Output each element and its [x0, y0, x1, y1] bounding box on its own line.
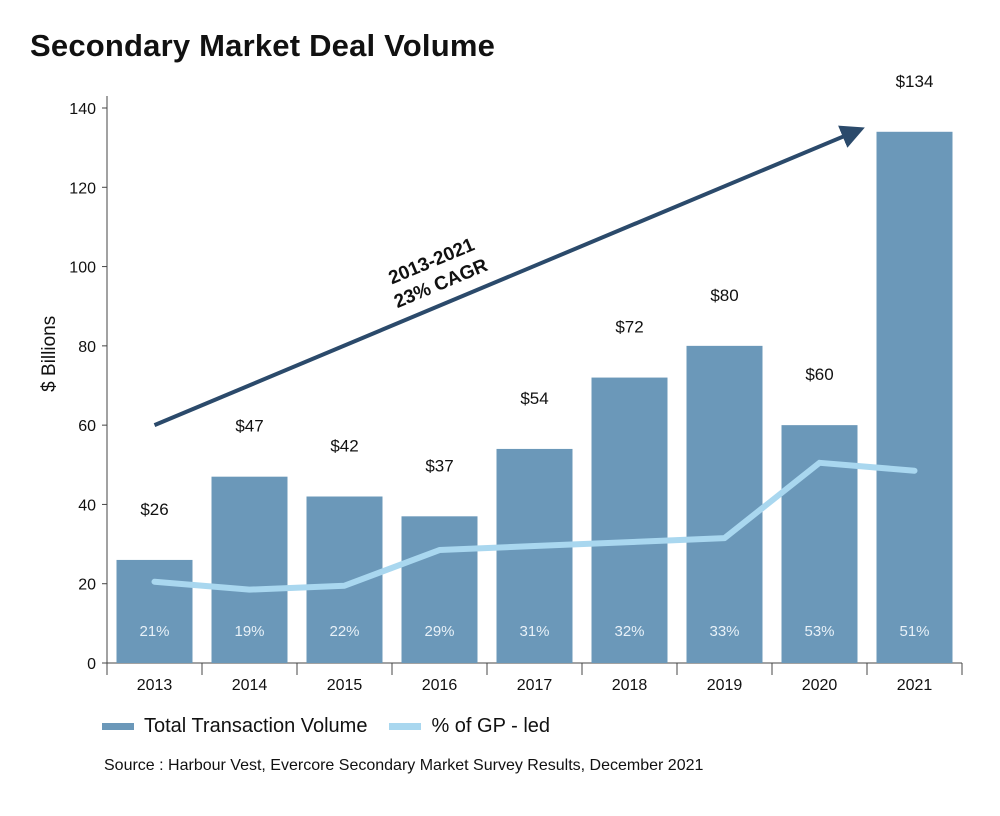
legend-swatch-gp-led — [389, 723, 422, 730]
line-point-label: 51% — [899, 623, 929, 640]
bar — [876, 131, 953, 664]
line-point-label: 22% — [329, 623, 359, 640]
bar-value-label: $134 — [896, 72, 934, 91]
x-tick-label: 2017 — [517, 677, 553, 694]
line-point-label: 33% — [709, 623, 739, 640]
bar-value-label: $60 — [805, 365, 833, 384]
legend-label-gp-led: % of GP - led — [431, 715, 551, 737]
bar-value-label: $54 — [520, 389, 548, 408]
y-tick-label: 140 — [69, 101, 96, 118]
legend-label-volume: Total Transaction Volume — [144, 715, 368, 737]
bar — [211, 476, 288, 663]
line-point-label: 21% — [139, 623, 169, 640]
line-point-label: 32% — [614, 623, 644, 640]
y-tick-label: 20 — [78, 577, 96, 594]
legend: Total Transaction Volume % of GP - led — [102, 715, 572, 738]
y-tick-label: 0 — [87, 656, 96, 673]
bar-value-label: $80 — [710, 286, 738, 305]
bar-value-label: $26 — [140, 500, 168, 519]
line-point-label: 19% — [234, 623, 264, 640]
bar — [591, 377, 668, 663]
x-tick-label: 2021 — [897, 677, 933, 694]
x-tick-label: 2019 — [707, 677, 743, 694]
y-tick-label: 80 — [78, 339, 96, 356]
bar — [306, 496, 383, 663]
bar-value-label: $42 — [330, 437, 358, 456]
legend-swatch-volume — [102, 723, 134, 730]
y-tick-label: 100 — [69, 260, 96, 277]
bar — [401, 516, 478, 663]
chart-title: Secondary Market Deal Volume — [30, 28, 496, 63]
bar-value-label: $37 — [425, 456, 453, 475]
line-point-label: 53% — [804, 623, 834, 640]
x-tick-label: 2016 — [422, 677, 458, 694]
x-tick-label: 2018 — [612, 677, 648, 694]
line-point-label: 31% — [519, 623, 549, 640]
x-tick-label: 2013 — [137, 677, 173, 694]
cagr-arrow — [153, 125, 865, 427]
x-tick-label: 2014 — [232, 677, 268, 694]
x-tick-label: 2020 — [802, 677, 838, 694]
legend-item-volume: Total Transaction Volume — [102, 715, 367, 738]
y-tick-label: 60 — [78, 418, 96, 435]
x-tick-label: 2015 — [327, 677, 363, 694]
y-tick-label: 120 — [69, 180, 96, 197]
bar — [496, 448, 573, 663]
bar — [116, 559, 193, 663]
bar-value-label: $47 — [235, 417, 263, 436]
source-note: Source : Harbour Vest, Evercore Secondar… — [104, 757, 704, 774]
legend-item-gp-led: % of GP - led — [389, 715, 550, 738]
bar-value-label: $72 — [615, 318, 643, 337]
y-tick-label: 40 — [78, 497, 96, 514]
line-gp-led — [151, 459, 918, 593]
y-axis-title: $ Billions — [39, 316, 60, 392]
bar — [686, 345, 763, 663]
line-point-label: 29% — [424, 623, 454, 640]
